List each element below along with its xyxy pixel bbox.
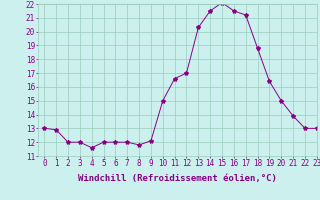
X-axis label: Windchill (Refroidissement éolien,°C): Windchill (Refroidissement éolien,°C) (78, 174, 277, 183)
